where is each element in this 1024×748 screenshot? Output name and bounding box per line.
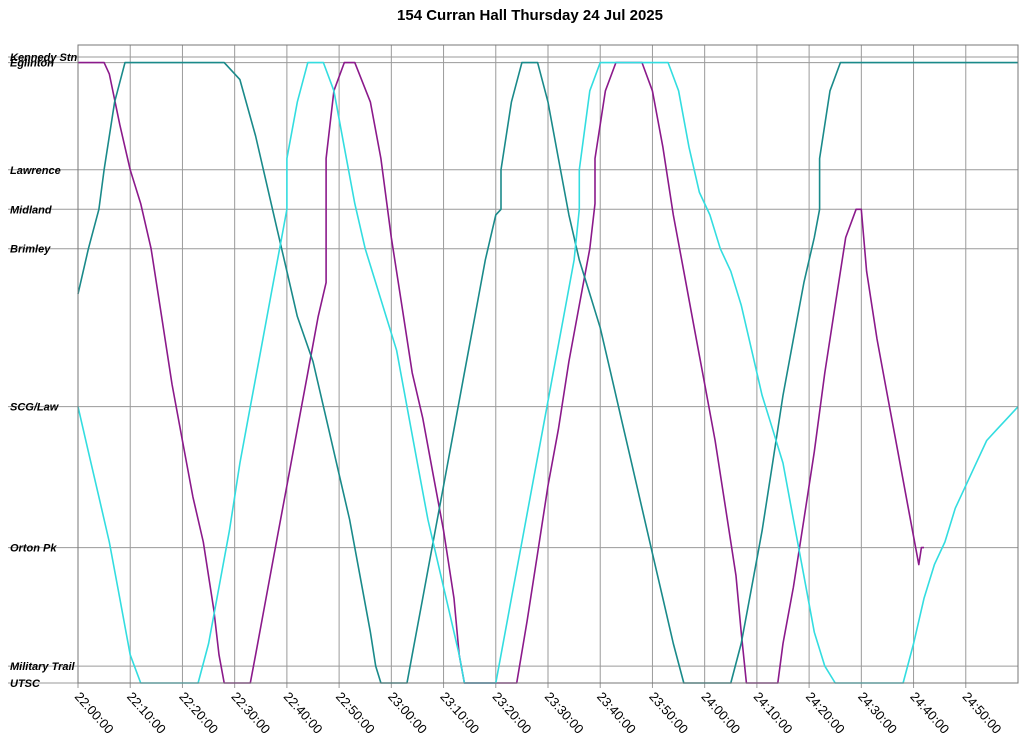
stop-label: Midland (10, 204, 52, 216)
chart-title: 154 Curran Hall Thursday 24 Jul 2025 (397, 7, 663, 24)
series-line-1 (78, 61, 924, 684)
time-tick-label: 23:40:00 (594, 689, 639, 737)
stop-label: SCG/Law (10, 402, 60, 414)
stop-label: UTSC (10, 678, 41, 690)
series-line-2 (77, 61, 1018, 684)
stop-label: Orton Pk (10, 543, 57, 555)
series-line-3 (77, 61, 1019, 684)
time-tick-label: 22:50:00 (333, 689, 378, 737)
time-tick-label: 23:50:00 (646, 689, 691, 737)
time-tick-label: 24:00:00 (698, 689, 743, 737)
plot-border (77, 44, 1019, 684)
time-tick-label: 24:20:00 (803, 689, 848, 737)
trip-series (77, 61, 1019, 684)
stop-label: Lawrence (10, 165, 61, 177)
stop-label: Brimley (10, 244, 51, 256)
time-tick-label: 23:30:00 (542, 689, 587, 737)
time-tick-label: 23:10:00 (437, 689, 482, 737)
stop-label: Kennedy Stn (10, 52, 78, 64)
time-tick-label: 23:00:00 (385, 689, 430, 737)
time-tick-label: 22:40:00 (281, 689, 326, 737)
time-tick-label: 22:30:00 (228, 689, 273, 737)
time-tick-label: 22:00:00 (72, 689, 117, 737)
time-tick-label: 22:10:00 (124, 689, 169, 737)
stop-label: Eglinton (10, 58, 54, 70)
time-tick-label: 24:30:00 (855, 689, 900, 737)
time-tick-label: 24:10:00 (751, 689, 796, 737)
x-axis-time-labels: 22:00:00 22:10:00 22:20:00 22:30:00 22:40:00… (72, 689, 1005, 737)
time-tick-label: 24:50:00 (960, 689, 1005, 737)
time-tick-label: 22:20:00 (176, 689, 221, 737)
stop-label: Military Trail (10, 661, 76, 673)
time-tick-label: 23:20:00 (490, 689, 535, 737)
time-tick-label: 24:40:00 (907, 689, 952, 737)
